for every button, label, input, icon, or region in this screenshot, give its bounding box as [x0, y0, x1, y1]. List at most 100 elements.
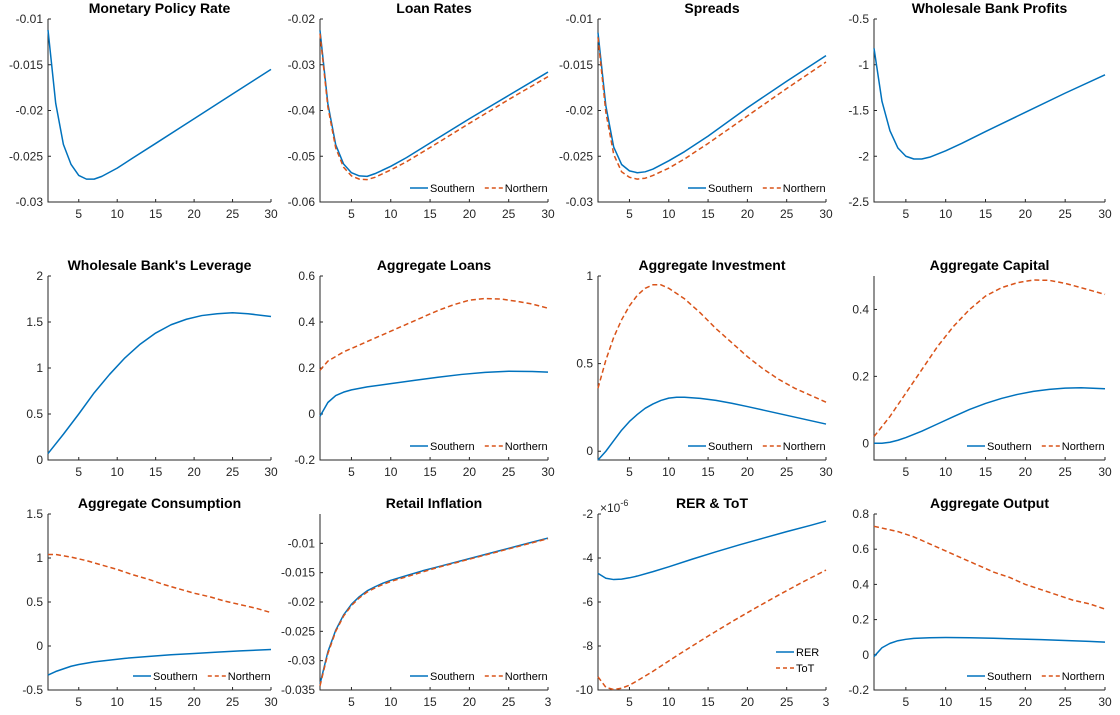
legend: Southern Northern: [410, 441, 548, 453]
legend-label: Southern: [987, 671, 1032, 683]
y-tick-label: 2: [36, 269, 43, 283]
y-tick-label: 0: [862, 436, 869, 450]
axis-exponent-label: ×10-6: [600, 498, 628, 515]
y-tick-label: -0.015: [559, 58, 593, 72]
axes-frame: [597, 514, 826, 691]
series-line-southern: [597, 396, 827, 461]
x-tick-label: 25: [226, 207, 240, 221]
series-line-southern: [47, 648, 272, 676]
x-tick-label: 25: [226, 695, 240, 709]
y-tick-label: -2.5: [848, 195, 869, 209]
y-tick-label: 0.2: [298, 361, 315, 375]
legend-label: Northern: [783, 183, 826, 195]
x-tick-label: 5: [626, 465, 633, 479]
series-line-northern: [597, 37, 827, 180]
x-tick-label: 30: [264, 465, 278, 479]
series-line-rer: [597, 520, 827, 581]
x-tick-label: 30: [541, 207, 555, 221]
x-tick-label: 20: [1019, 695, 1033, 709]
y-tick-label: 0.4: [852, 302, 869, 316]
y-tick-label: -0.02: [288, 595, 316, 609]
x-tick-label: 15: [701, 207, 715, 221]
x-tick-label: 20: [187, 695, 201, 709]
x-tick-label: 20: [463, 207, 477, 221]
x-tick-label: 10: [111, 695, 125, 709]
y-tick-label: -0.04: [288, 104, 316, 118]
y-tick-label: 0.4: [298, 315, 315, 329]
series-line-southern: [319, 30, 549, 178]
x-tick-label: 15: [979, 465, 993, 479]
legend-label: Northern: [228, 671, 271, 683]
x-tick-label: 20: [1019, 207, 1033, 221]
x-tick-label: 10: [662, 695, 676, 709]
y-tick-label: -0.035: [281, 683, 315, 697]
series-line-southern: [874, 386, 1106, 445]
x-tick-label: 5: [626, 207, 633, 221]
y-tick-label: -0.2: [294, 453, 315, 467]
panel-title: Loan Rates: [396, 0, 472, 16]
panel-3: Spreads 5 10 15 20 25 30 -0.03 -0.025 -0.02 -0.015…: [559, 0, 833, 221]
x-tick-label: 10: [939, 695, 953, 709]
y-tick-label: -0.02: [566, 104, 594, 118]
x-tick-label: 15: [423, 465, 437, 479]
series-line-northern: [873, 279, 1106, 438]
x-tick-label: 20: [741, 695, 755, 709]
legend-label: Northern: [783, 441, 826, 453]
y-tick-label: -4: [582, 551, 593, 565]
series-line-tot: [597, 569, 827, 691]
x-tick-label: 25: [502, 695, 516, 709]
series-line-northern: [319, 297, 549, 371]
legend: Southern Northern: [410, 671, 548, 683]
y-tick-label: -0.03: [566, 195, 594, 209]
series-line-northern: [597, 284, 827, 403]
panel-10: Retail Inflation 5 10 15 20 25 3 -0.035 -0.03 -0.…: [281, 495, 552, 709]
x-tick-label: 15: [149, 695, 163, 709]
x-tick-label: 20: [463, 695, 477, 709]
x-tick-label: 10: [111, 465, 125, 479]
legend-label: RER: [796, 647, 819, 659]
panel-title: Aggregate Capital: [930, 257, 1050, 273]
panel-12: Aggregate Output 5 10 15 20 25 30 -0.2 0 0.2 0.4 0.…: [848, 495, 1112, 709]
x-tick-label: 10: [111, 207, 125, 221]
y-tick-label: 1.5: [26, 507, 43, 521]
legend-label: Southern: [430, 441, 475, 453]
x-tick-label: 25: [780, 465, 794, 479]
x-tick-label: 25: [1058, 465, 1072, 479]
y-tick-label: 0: [862, 648, 869, 662]
series-line-southern: [597, 32, 827, 174]
y-tick-label: 0.2: [852, 613, 869, 627]
panel-11: RER & ToT 5 10 15 20 25 3 -10 -8 -6 -4 -2 ×10-6 RER To…: [576, 495, 830, 709]
y-tick-label: -0.025: [9, 149, 43, 163]
legend-label: Southern: [708, 183, 753, 195]
y-tick-label: -0.01: [16, 12, 44, 26]
legend-label: Northern: [505, 183, 548, 195]
legend-label: Northern: [1062, 671, 1105, 683]
x-tick-label: 25: [1058, 695, 1072, 709]
y-tick-label: -0.03: [288, 654, 316, 668]
x-tick-label: 5: [348, 465, 355, 479]
y-tick-label: -0.015: [281, 566, 315, 580]
y-tick-label: -10: [576, 683, 594, 697]
x-tick-label: 15: [149, 465, 163, 479]
y-tick-label: -0.025: [559, 149, 593, 163]
legend: Southern Northern: [410, 183, 548, 195]
x-tick-label: 20: [187, 207, 201, 221]
x-tick-label: 10: [384, 207, 398, 221]
legend-label: Northern: [505, 671, 548, 683]
panel-2: Loan Rates 5 10 15 20 25 30 -0.06 -0.05 -0.04 -0.0…: [288, 0, 555, 221]
legend-label: Southern: [708, 441, 753, 453]
legend: RER ToT: [776, 647, 819, 675]
legend: Southern Northern: [967, 671, 1105, 683]
y-tick-label: -1.5: [848, 104, 869, 118]
y-tick-label: -0.02: [16, 104, 44, 118]
y-tick-label: 1: [36, 361, 43, 375]
x-tick-label: 5: [75, 207, 82, 221]
panel-title: Monetary Policy Rate: [89, 0, 231, 16]
axes-frame: [873, 514, 1105, 691]
x-tick-label: 30: [1098, 207, 1112, 221]
legend-label: ToT: [796, 663, 815, 675]
axes-frame: [319, 276, 548, 461]
x-tick-label: 30: [264, 695, 278, 709]
x-tick-label: 20: [741, 465, 755, 479]
